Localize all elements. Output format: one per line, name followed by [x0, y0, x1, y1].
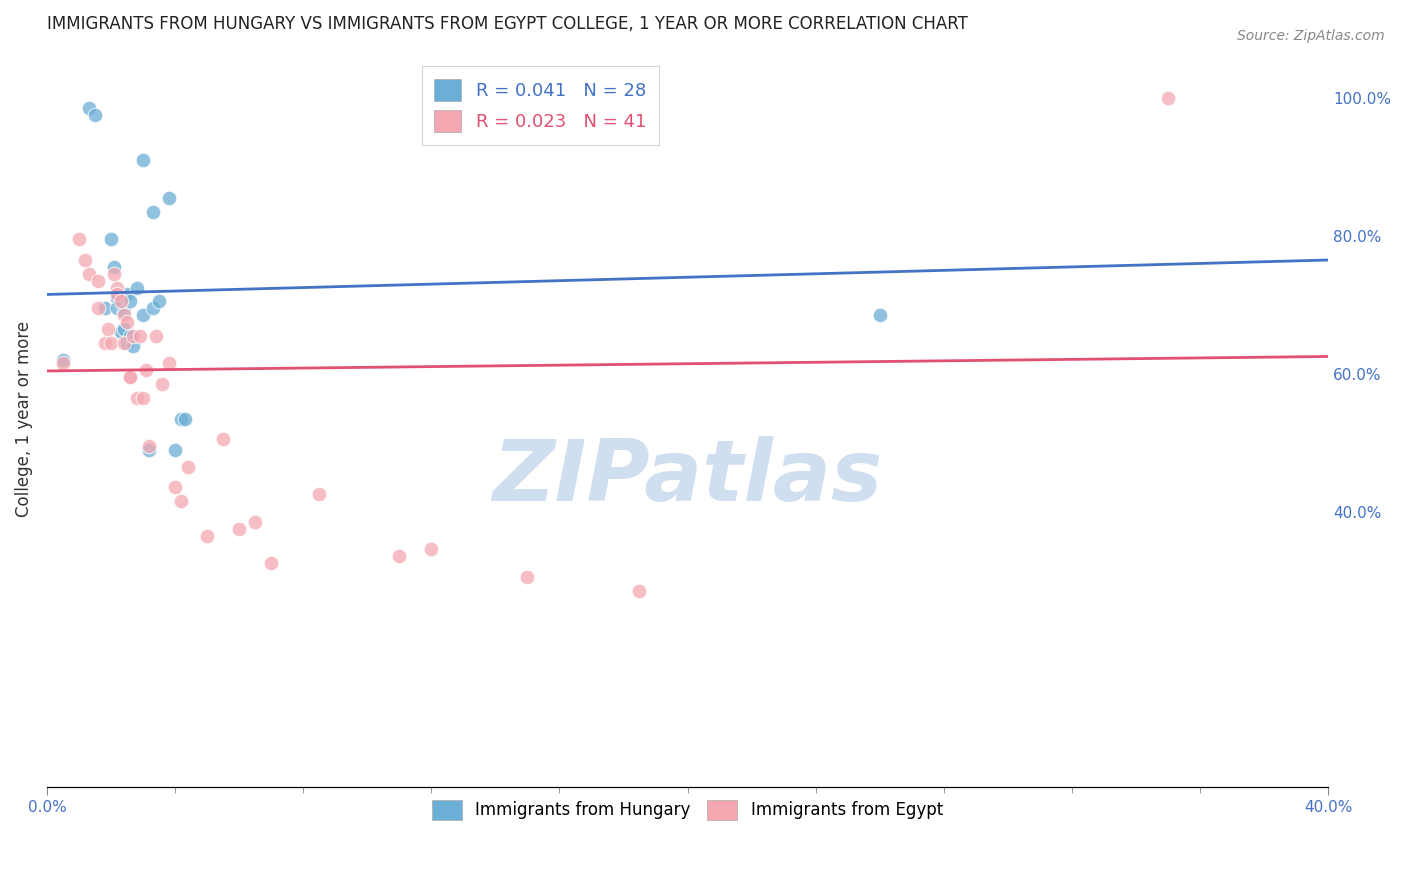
- Point: [97, 322, 120, 336]
- Point: [52, 353, 75, 368]
- Point: [112, 335, 135, 350]
- Point: [132, 153, 155, 167]
- Point: [142, 301, 165, 316]
- Point: [115, 335, 138, 350]
- Point: [87, 301, 110, 316]
- Point: [195, 529, 218, 543]
- Text: Source: ZipAtlas.com: Source: ZipAtlas.com: [1237, 29, 1385, 43]
- Point: [150, 377, 173, 392]
- Point: [105, 301, 128, 316]
- Point: [138, 439, 160, 453]
- Point: [105, 280, 128, 294]
- Point: [115, 315, 138, 329]
- Point: [87, 274, 110, 288]
- Point: [100, 335, 122, 350]
- Point: [103, 260, 125, 274]
- Point: [120, 370, 142, 384]
- Point: [105, 287, 128, 301]
- Point: [120, 370, 142, 384]
- Point: [170, 494, 193, 508]
- Point: [628, 583, 651, 598]
- Point: [120, 294, 142, 309]
- Point: [75, 252, 97, 267]
- Point: [52, 356, 75, 370]
- Point: [128, 328, 150, 343]
- Point: [125, 280, 148, 294]
- Point: [388, 549, 411, 564]
- Point: [135, 363, 157, 377]
- Point: [112, 322, 135, 336]
- Point: [125, 391, 148, 405]
- Point: [138, 442, 160, 457]
- Point: [120, 328, 142, 343]
- Point: [115, 287, 138, 301]
- Point: [132, 391, 155, 405]
- Point: [869, 308, 891, 322]
- Point: [145, 328, 167, 343]
- Point: [132, 308, 155, 322]
- Point: [212, 432, 235, 446]
- Point: [420, 542, 443, 557]
- Point: [228, 522, 250, 536]
- Point: [67, 232, 90, 246]
- Point: [157, 191, 180, 205]
- Point: [93, 335, 115, 350]
- Point: [112, 308, 135, 322]
- Point: [177, 459, 200, 474]
- Legend: Immigrants from Hungary, Immigrants from Egypt: Immigrants from Hungary, Immigrants from…: [426, 793, 949, 827]
- Point: [103, 267, 125, 281]
- Point: [122, 328, 145, 343]
- Point: [173, 411, 195, 425]
- Point: [77, 102, 100, 116]
- Point: [308, 487, 330, 501]
- Point: [77, 267, 100, 281]
- Point: [163, 442, 186, 457]
- Point: [105, 291, 128, 305]
- Point: [163, 480, 186, 494]
- Point: [84, 108, 107, 122]
- Point: [148, 294, 170, 309]
- Y-axis label: College, 1 year or more: College, 1 year or more: [15, 320, 32, 516]
- Point: [260, 556, 283, 570]
- Point: [110, 326, 132, 340]
- Point: [1157, 91, 1180, 105]
- Point: [516, 570, 538, 584]
- Point: [93, 301, 115, 316]
- Point: [157, 356, 180, 370]
- Point: [142, 204, 165, 219]
- Text: ZIPatlas: ZIPatlas: [492, 436, 883, 519]
- Point: [170, 411, 193, 425]
- Point: [243, 515, 266, 529]
- Point: [122, 339, 145, 353]
- Point: [112, 304, 135, 318]
- Point: [110, 294, 132, 309]
- Text: IMMIGRANTS FROM HUNGARY VS IMMIGRANTS FROM EGYPT COLLEGE, 1 YEAR OR MORE CORRELA: IMMIGRANTS FROM HUNGARY VS IMMIGRANTS FR…: [46, 15, 967, 33]
- Point: [100, 232, 122, 246]
